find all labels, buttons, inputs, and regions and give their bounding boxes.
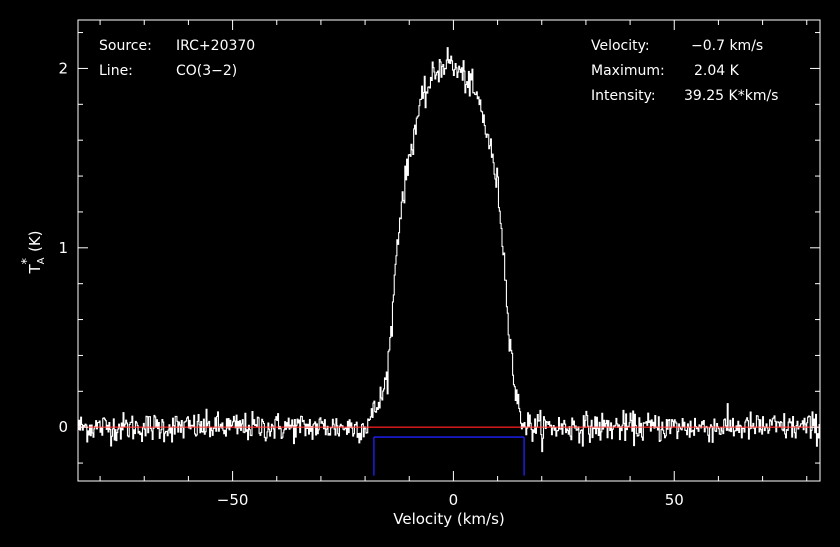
source-value: IRC+20370 — [176, 38, 255, 54]
y-axis-label-unit: (K) — [26, 230, 44, 252]
plot-frame — [77, 19, 821, 482]
x-tick-label: 50 — [665, 491, 684, 509]
intensity-value: 39.25 K*km/s — [684, 88, 778, 104]
velocity-label: Velocity: — [591, 38, 650, 54]
x-tick-label: 0 — [449, 491, 459, 509]
line-value: CO(3−2) — [176, 63, 237, 79]
y-tick-label: 1 — [58, 239, 68, 257]
x-tick-label: −50 — [217, 491, 249, 509]
source-label: Source: — [99, 38, 152, 54]
x-axis-label: Velocity (km/s) — [393, 510, 504, 528]
line-label: Line: — [99, 63, 133, 79]
axis-ticks: −50 0 50 0 1 2 — [58, 20, 820, 509]
maximum-label: Maximum: — [591, 63, 665, 79]
y-tick-label: 2 — [58, 59, 68, 77]
y-axis-label-sup: * — [20, 258, 35, 265]
y-tick-label: 0 — [58, 418, 68, 436]
plot-content — [78, 47, 820, 476]
y-axis-label-main: T — [26, 264, 44, 275]
intensity-label: Intensity: — [591, 88, 656, 104]
y-axis-label-sub: A — [36, 257, 47, 264]
maximum-value: 2.04 K — [694, 63, 740, 79]
svg-text:TA*(K): TA* (K) — [20, 230, 47, 274]
velocity-value: −0.7 km/s — [691, 38, 763, 54]
y-axis-label: TA* (K) — [20, 230, 47, 274]
